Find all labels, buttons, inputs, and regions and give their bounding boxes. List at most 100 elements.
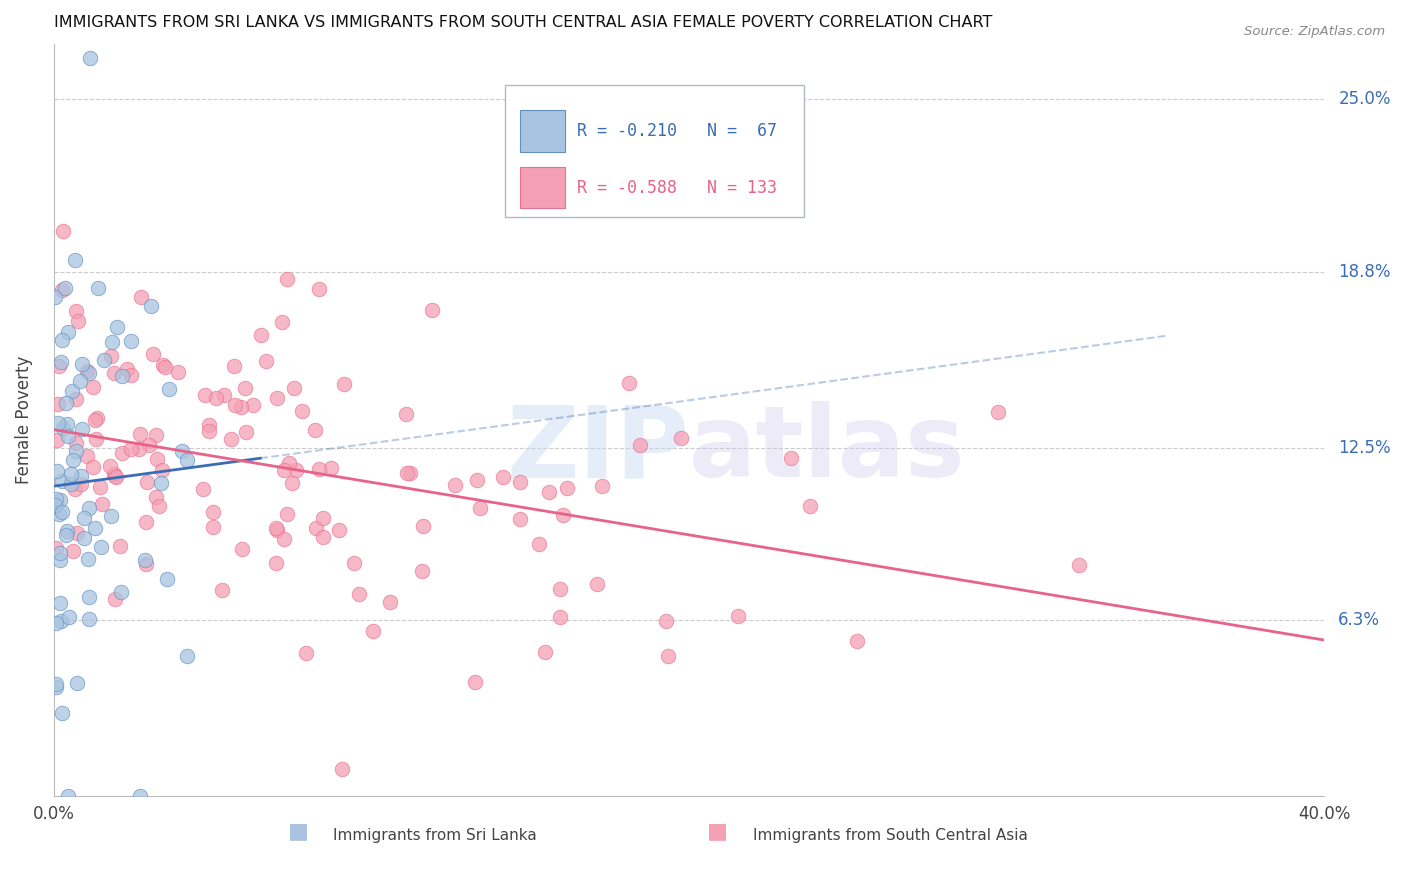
Point xyxy=(231,541,253,556)
Point xyxy=(73,510,96,524)
Point xyxy=(65,304,87,318)
Point xyxy=(84,520,107,534)
Point xyxy=(56,789,79,803)
Point xyxy=(48,546,70,560)
Point xyxy=(82,460,104,475)
Point xyxy=(60,476,83,491)
Point xyxy=(69,374,91,388)
Point xyxy=(111,369,134,384)
Point xyxy=(93,352,115,367)
Point xyxy=(145,428,167,442)
Point xyxy=(58,610,80,624)
Point xyxy=(509,512,531,526)
Text: 12.5%: 12.5% xyxy=(1339,439,1391,457)
Point xyxy=(142,346,165,360)
Point xyxy=(52,223,75,237)
Point xyxy=(172,443,194,458)
Point xyxy=(312,530,335,544)
Text: 25.0%: 25.0% xyxy=(1339,90,1391,108)
Point xyxy=(49,553,72,567)
Point xyxy=(65,252,87,267)
Point xyxy=(48,507,70,521)
Text: Immigrants from South Central Asia: Immigrants from South Central Asia xyxy=(752,829,1028,844)
Point xyxy=(343,556,366,570)
Point xyxy=(70,422,93,436)
Point xyxy=(205,391,228,405)
Point xyxy=(250,327,273,342)
Point xyxy=(77,552,100,566)
Point xyxy=(49,492,72,507)
Point xyxy=(45,616,67,631)
Point xyxy=(98,458,121,473)
Point xyxy=(105,320,128,334)
Point xyxy=(51,283,73,297)
Point xyxy=(53,280,76,294)
Point xyxy=(398,466,420,480)
Point xyxy=(986,405,1008,419)
Point xyxy=(312,511,335,525)
Point xyxy=(91,497,114,511)
Point xyxy=(86,411,108,425)
Point xyxy=(70,469,93,483)
Point xyxy=(103,367,125,381)
Point xyxy=(55,396,77,410)
Point xyxy=(77,501,100,516)
Point xyxy=(51,706,73,720)
Point xyxy=(56,417,79,431)
Point xyxy=(52,421,75,435)
Point xyxy=(60,384,83,398)
Point xyxy=(153,360,176,375)
Point xyxy=(120,368,142,383)
Point xyxy=(156,572,179,586)
Point xyxy=(491,470,513,484)
Point xyxy=(193,482,215,496)
Point xyxy=(285,463,308,477)
Text: ■: ■ xyxy=(707,822,728,841)
Point xyxy=(79,51,101,65)
Point xyxy=(104,592,127,607)
Point xyxy=(145,452,167,467)
Point xyxy=(202,519,225,533)
Point xyxy=(555,481,578,495)
Point xyxy=(105,469,128,483)
Point xyxy=(214,388,236,402)
Point xyxy=(617,376,640,391)
Point xyxy=(87,280,110,294)
Point xyxy=(100,509,122,524)
Point xyxy=(537,485,560,500)
Point xyxy=(51,475,73,489)
Point xyxy=(444,478,467,492)
Point xyxy=(46,464,69,478)
Point xyxy=(319,461,342,475)
Point xyxy=(131,290,153,304)
Text: 6.3%: 6.3% xyxy=(1339,611,1381,629)
Point xyxy=(56,524,79,538)
Point xyxy=(65,525,87,540)
Point xyxy=(347,587,370,601)
Point xyxy=(56,325,79,339)
Point xyxy=(281,476,304,491)
Point xyxy=(149,475,172,490)
Point xyxy=(657,648,679,663)
Point xyxy=(110,585,132,599)
Point xyxy=(846,634,869,648)
Point xyxy=(266,556,288,570)
Point xyxy=(176,453,198,467)
Point xyxy=(294,646,316,660)
Point xyxy=(48,359,70,374)
Point xyxy=(135,475,157,489)
Point xyxy=(328,523,350,537)
Point xyxy=(76,450,98,464)
Point xyxy=(150,463,173,477)
Point xyxy=(139,299,162,313)
Point xyxy=(66,675,89,690)
Point xyxy=(62,544,84,558)
Text: Source: ZipAtlas.com: Source: ZipAtlas.com xyxy=(1244,25,1385,38)
Point xyxy=(420,303,443,318)
Point xyxy=(46,433,69,447)
Point xyxy=(77,612,100,626)
Point xyxy=(45,541,67,555)
Point xyxy=(198,417,221,432)
Point xyxy=(115,361,138,376)
Point xyxy=(548,610,571,624)
